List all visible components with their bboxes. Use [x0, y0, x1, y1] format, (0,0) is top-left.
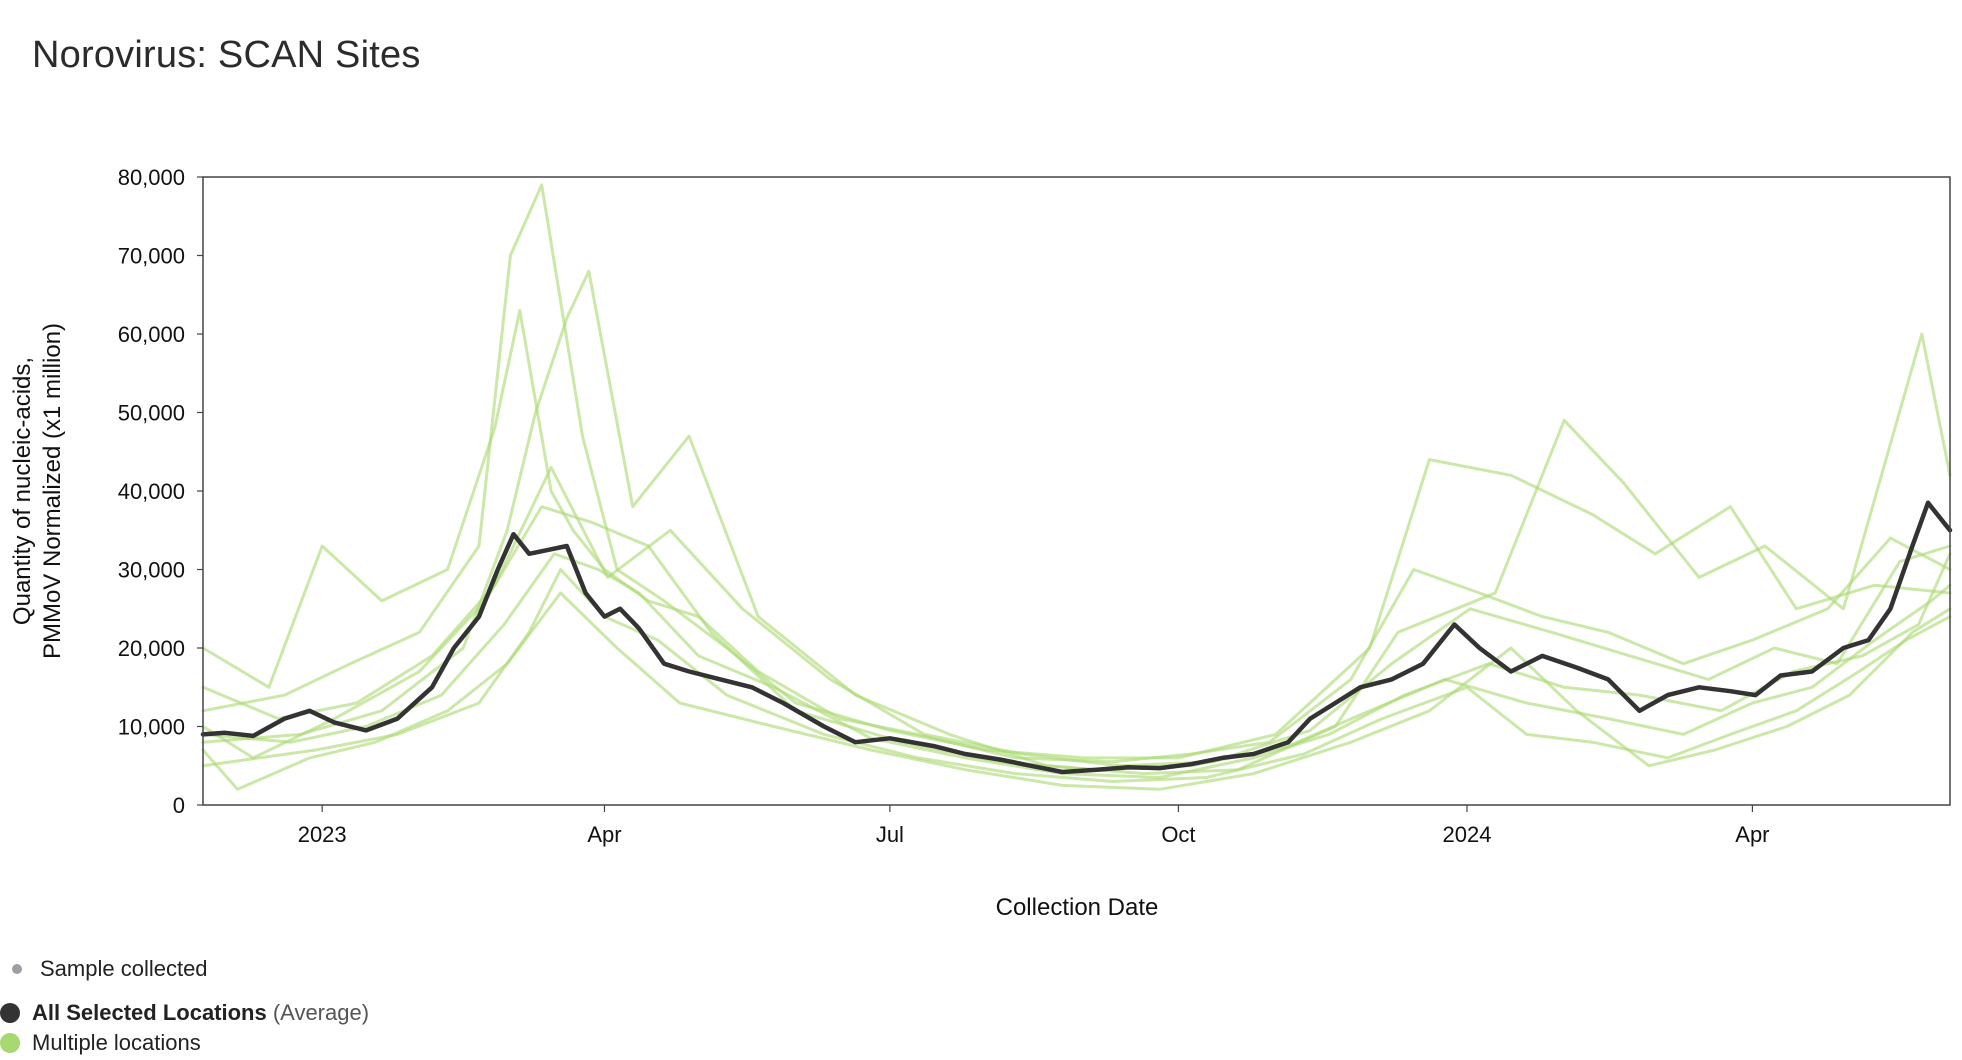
y-tick-label: 0	[173, 793, 185, 818]
y-axis-title-line: PMMoV Normalized (x1 million)	[39, 323, 66, 659]
x-axis-title: Collection Date	[996, 894, 1159, 921]
location-series-line	[201, 308, 1952, 764]
location-series-line	[201, 465, 1952, 768]
location-series-line	[201, 505, 1952, 772]
legend-multiple-label: Multiple locations	[32, 1030, 201, 1055]
y-tick-label: 40,000	[118, 479, 185, 504]
locations-dot-icon	[0, 1033, 20, 1053]
y-axis: 0 10,000 20,000 30,000 40,000 50,000 60,000 70,…	[118, 165, 203, 818]
y-axis-title: Quantity of nucleic-acids, PMMoV Normaliz…	[9, 323, 66, 659]
y-tick-label: 10,000	[118, 715, 185, 740]
y-axis-title-line: Quantity of nucleic-acids,	[9, 357, 36, 625]
legend-item-average[interactable]: All Selected Locations (Average)	[0, 1000, 369, 1026]
legend-average-suffix: (Average)	[266, 1000, 370, 1025]
average-series-line	[200, 500, 1953, 775]
legend-average-label: All Selected Locations	[32, 1000, 267, 1025]
page-title: Norovirus: SCAN Sites	[32, 34, 421, 76]
series-lines	[200, 183, 1953, 791]
x-tick-label: Apr	[1735, 822, 1769, 847]
average-dot-icon	[0, 1003, 20, 1023]
x-tick-label: Jul	[876, 822, 904, 847]
location-series-line	[201, 568, 1952, 783]
legend-sample-label: Sample collected	[40, 956, 208, 981]
y-tick-label: 80,000	[118, 165, 185, 190]
x-axis: 2023 Apr Jul Oct 2024 Apr	[298, 805, 1770, 847]
location-series-line	[201, 552, 1952, 779]
x-tick-label: Apr	[587, 822, 621, 847]
y-tick-label: 70,000	[118, 244, 185, 269]
y-tick-label: 20,000	[118, 636, 185, 661]
location-series-line	[201, 591, 1952, 791]
y-tick-label: 60,000	[118, 322, 185, 347]
sample-dot-icon	[12, 964, 22, 974]
y-tick-label: 50,000	[118, 401, 185, 426]
x-tick-label: 2023	[298, 822, 347, 847]
legend-item-sample: Sample collected	[12, 956, 208, 982]
x-tick-label: Oct	[1161, 822, 1195, 847]
legend-item-multiple-locations[interactable]: Multiple locations	[0, 1030, 201, 1056]
plot-frame	[202, 176, 1951, 806]
x-tick-label: 2024	[1443, 822, 1492, 847]
y-tick-label: 30,000	[118, 558, 185, 583]
location-series-line	[201, 183, 1952, 760]
